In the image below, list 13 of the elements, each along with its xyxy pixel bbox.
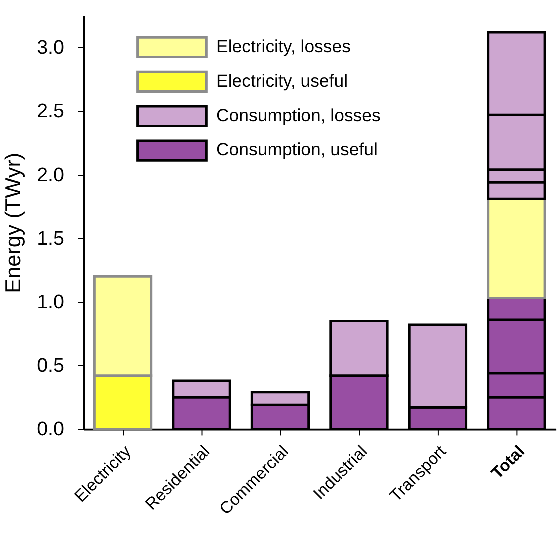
legend-label: Consumption, useful	[216, 140, 378, 160]
y-axis-title: Energy (TWyr)	[0, 152, 26, 294]
y-tick-label: 1.0	[37, 292, 65, 314]
bar	[487, 198, 546, 300]
y-tick-label: 2.0	[37, 164, 65, 186]
legend-label: Electricity, useful	[216, 70, 348, 91]
y-tick-label: 3.0	[37, 37, 65, 60]
y-tick-label: 0.5	[37, 355, 65, 378]
legend-label: Electricity, losses	[216, 36, 352, 56]
legend-label: Consumption, losses	[216, 105, 381, 126]
y-tick-label: 0.0	[37, 418, 65, 441]
y-tick-label: 2.5	[37, 100, 65, 123]
y-tick-label: 1.5	[37, 228, 65, 250]
